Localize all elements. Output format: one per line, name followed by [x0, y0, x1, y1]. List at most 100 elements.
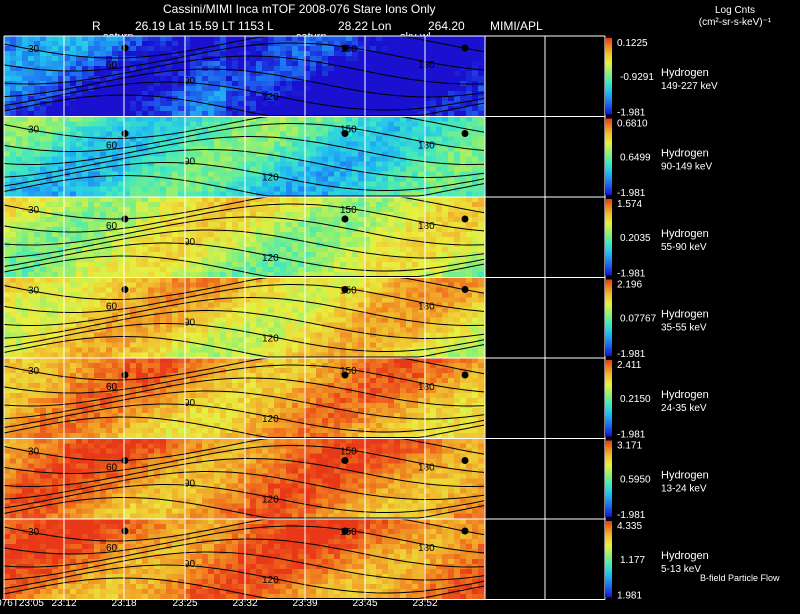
- heatmap-cell: [262, 81, 268, 86]
- heatmap-cell: [46, 318, 52, 323]
- heatmap-cell: [172, 71, 178, 76]
- heatmap-cell: [430, 318, 436, 323]
- heatmap-cell: [250, 56, 256, 61]
- heatmap-cell: [298, 61, 304, 66]
- heatmap-cell: [160, 167, 166, 172]
- heatmap-cell: [436, 91, 442, 96]
- heatmap-cell: [34, 56, 40, 61]
- heatmap-cell: [232, 222, 238, 227]
- heatmap-cell: [334, 242, 340, 247]
- heatmap-cell: [226, 172, 232, 177]
- heatmap-cell: [100, 127, 106, 132]
- heatmap-cell: [220, 182, 226, 187]
- heatmap-cell: [22, 157, 28, 162]
- heatmap-cell: [166, 247, 172, 252]
- heatmap-cell: [322, 76, 328, 81]
- heatmap-cell: [28, 187, 34, 192]
- heatmap-cell: [226, 96, 232, 101]
- saturn-marker-dot: [122, 45, 129, 52]
- heatmap-cell: [286, 106, 292, 111]
- heatmap-cell: [478, 298, 484, 303]
- heatmap-cell: [10, 91, 16, 96]
- heatmap-cell: [472, 217, 478, 222]
- heatmap-cell: [160, 283, 166, 288]
- heatmap-cell: [442, 157, 448, 162]
- heatmap-cell: [52, 197, 58, 202]
- heatmap-cell: [298, 71, 304, 76]
- heatmap-cell: [64, 142, 70, 147]
- heatmap-cell: [472, 313, 478, 318]
- heatmap-cell: [46, 232, 52, 237]
- heatmap-cell: [112, 86, 118, 91]
- heatmap-cell: [34, 187, 40, 192]
- heatmap-cell: [316, 252, 322, 257]
- heatmap-cell: [298, 142, 304, 147]
- heatmap-cell: [448, 132, 454, 137]
- heatmap-cell: [82, 41, 88, 46]
- heatmap-cell: [226, 117, 232, 122]
- heatmap-cell: [34, 157, 40, 162]
- heatmap-cell: [442, 197, 448, 202]
- heatmap-cell: [136, 51, 142, 56]
- heatmap-cell: [214, 293, 220, 298]
- heatmap-cell: [436, 132, 442, 137]
- heatmap-cell: [466, 56, 472, 61]
- heatmap-cell: [4, 278, 10, 283]
- heatmap-cell: [154, 288, 160, 293]
- heatmap-cell: [82, 46, 88, 51]
- heatmap-cell: [214, 137, 220, 142]
- heatmap-cell: [220, 222, 226, 227]
- heatmap-cell: [370, 162, 376, 167]
- heatmap-cell: [4, 137, 10, 142]
- heatmap-cell: [412, 202, 418, 207]
- heatmap-cell: [478, 111, 484, 116]
- heatmap-cell: [394, 308, 400, 313]
- heatmap-cell: [46, 167, 52, 172]
- heatmap-cell: [400, 242, 406, 247]
- heatmap-cell: [160, 46, 166, 51]
- heatmap-cell: [148, 51, 154, 56]
- heatmap-cell: [76, 308, 82, 313]
- heatmap-cell: [406, 207, 412, 212]
- species-label: Hydrogen: [661, 148, 709, 160]
- heatmap-cell: [310, 106, 316, 111]
- heatmap-cell: [232, 237, 238, 242]
- heatmap-cell: [166, 237, 172, 242]
- heatmap-cell: [376, 288, 382, 293]
- heatmap-cell: [412, 262, 418, 267]
- heatmap-cell: [388, 101, 394, 106]
- heatmap-cell: [82, 101, 88, 106]
- heatmap-cell: [430, 212, 436, 217]
- heatmap-cell: [370, 242, 376, 247]
- heatmap-cell: [346, 318, 352, 323]
- heatmap-cell: [394, 41, 400, 46]
- heatmap-cell: [64, 288, 70, 293]
- heatmap-cell: [316, 117, 322, 122]
- heatmap-cell: [70, 117, 76, 122]
- heatmap-cell: [292, 91, 298, 96]
- heatmap-cell: [10, 172, 16, 177]
- heatmap-cell: [382, 207, 388, 212]
- heatmap-cell: [358, 137, 364, 142]
- heatmap-cell: [436, 172, 442, 177]
- heatmap-cell: [406, 283, 412, 288]
- heatmap-cell: [94, 172, 100, 177]
- heatmap-cell: [388, 86, 394, 91]
- heatmap-cell: [172, 207, 178, 212]
- heatmap-cell: [214, 91, 220, 96]
- heatmap-cell: [202, 71, 208, 76]
- heatmap-cell: [448, 278, 454, 283]
- heatmap-cell: [64, 278, 70, 283]
- heatmap-cell: [274, 328, 280, 333]
- heatmap-cell: [394, 283, 400, 288]
- heatmap-cell: [382, 66, 388, 71]
- heatmap-cell: [292, 323, 298, 328]
- heatmap-cell: [4, 212, 10, 217]
- heatmap-cell: [286, 61, 292, 66]
- heatmap-cell: [226, 212, 232, 217]
- heatmap-cell: [22, 61, 28, 66]
- heatmap-cell: [10, 232, 16, 237]
- heatmap-cell: [436, 232, 442, 237]
- heatmap-cell: [112, 96, 118, 101]
- heatmap-cell: [226, 197, 232, 202]
